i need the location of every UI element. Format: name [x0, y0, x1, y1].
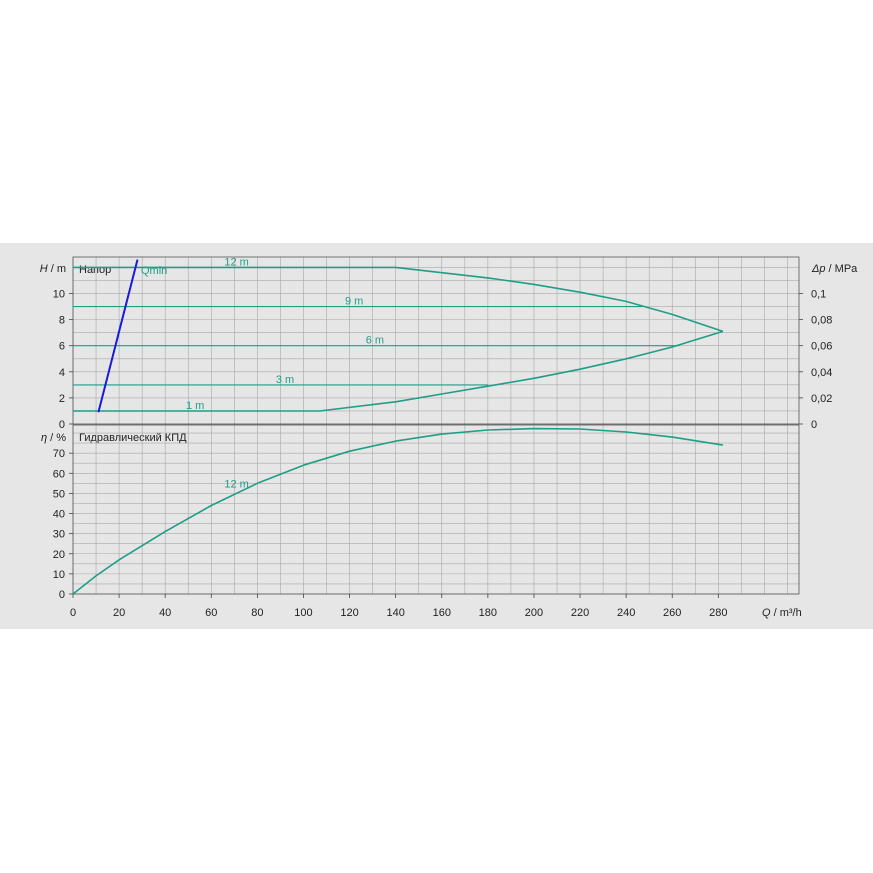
efficiency-tick-label: 60: [53, 468, 65, 480]
tick-labels: 024681000,020,040,060,080,10102030405060…: [53, 289, 833, 619]
pump-curve-chart: Напор Гидравлический КПД H / m Δp / MPa …: [40, 256, 858, 619]
qmin-label: Qmin: [141, 265, 167, 277]
flow-tick-label: 120: [340, 607, 358, 619]
head-axis-symbol: H: [40, 263, 48, 275]
head-plot-frame: [72, 256, 800, 425]
head-axis-unit: / m: [48, 263, 66, 275]
pressure-tick-label: 0,06: [811, 341, 832, 353]
efficiency-curve: [72, 427, 724, 595]
head-curve-label: 3 m: [276, 374, 294, 386]
head-tick-label: 2: [59, 393, 65, 405]
pressure-axis-label: Δp / MPa: [811, 263, 858, 275]
head-curve-label: 6 m: [366, 335, 384, 347]
efficiency-curve-label: 12 m: [224, 478, 248, 490]
head-axis-label: H / m: [40, 263, 66, 275]
flow-tick-label: 240: [617, 607, 635, 619]
head-curve-label: 1 m: [186, 400, 204, 412]
head-tick-label: 4: [59, 367, 65, 379]
efficiency-tick-label: 10: [53, 569, 65, 581]
series: [72, 259, 724, 595]
flow-tick-label: 0: [70, 607, 76, 619]
efficiency-axis-label: η / %: [41, 432, 66, 444]
head-tick-label: 6: [59, 341, 65, 353]
head-tick-label: 8: [59, 315, 65, 327]
efficiency-tick-label: 40: [53, 509, 65, 521]
flow-axis-unit: / m³/h: [771, 607, 802, 619]
flow-tick-label: 160: [433, 607, 451, 619]
efficiency-axis-symbol: η: [41, 432, 47, 444]
pressure-axis-symbol: Δp: [811, 263, 826, 275]
efficiency-tick-label: 70: [53, 448, 65, 460]
head-tick-label: 10: [53, 289, 65, 301]
flow-tick-label: 260: [663, 607, 681, 619]
flow-tick-label: 60: [205, 607, 217, 619]
efficiency-tick-label: 20: [53, 549, 65, 561]
flow-tick-label: 180: [479, 607, 497, 619]
efficiency-tick-label: 30: [53, 529, 65, 541]
pressure-tick-label: 0,02: [811, 393, 832, 405]
head-curve-1m: [73, 330, 724, 412]
flow-tick-label: 100: [294, 607, 312, 619]
pressure-tick-label: 0,1: [811, 289, 826, 301]
pressure-tick-label: 0,08: [811, 315, 832, 327]
qmin-line: [97, 259, 139, 413]
grid: [72, 256, 800, 595]
efficiency-plot-frame: [72, 424, 800, 595]
flow-tick-label: 140: [386, 607, 404, 619]
flow-tick-label: 280: [709, 607, 727, 619]
pressure-axis-unit: / MPa: [826, 263, 859, 275]
head-chart-title: Напор: [79, 264, 111, 276]
series-labels: 12 m 9 m 6 m 3 m 1 m Qmin 12 m: [141, 256, 384, 490]
flow-tick-label: 20: [113, 607, 125, 619]
pump-curve-panel: Напор Гидравлический КПД H / m Δp / MPa …: [0, 243, 873, 629]
flow-axis-label: Q / m³/h: [762, 607, 802, 619]
pressure-tick-label: 0,04: [811, 367, 832, 379]
flow-tick-label: 220: [571, 607, 589, 619]
pressure-tick-label: 0: [811, 419, 817, 431]
efficiency-tick-label: 50: [53, 488, 65, 500]
head-curve-12m: [73, 266, 724, 333]
flow-tick-label: 80: [251, 607, 263, 619]
efficiency-axis-unit: / %: [47, 432, 66, 444]
flow-axis-symbol: Q: [762, 607, 771, 619]
head-curve-label: 12 m: [224, 256, 248, 268]
flow-tick-label: 40: [159, 607, 171, 619]
head-tick-label: 0: [59, 419, 65, 431]
efficiency-tick-label: 0: [59, 589, 65, 601]
head-curve-label: 9 m: [345, 296, 363, 308]
efficiency-chart-title: Гидравлический КПД: [79, 432, 187, 444]
flow-tick-label: 200: [525, 607, 543, 619]
